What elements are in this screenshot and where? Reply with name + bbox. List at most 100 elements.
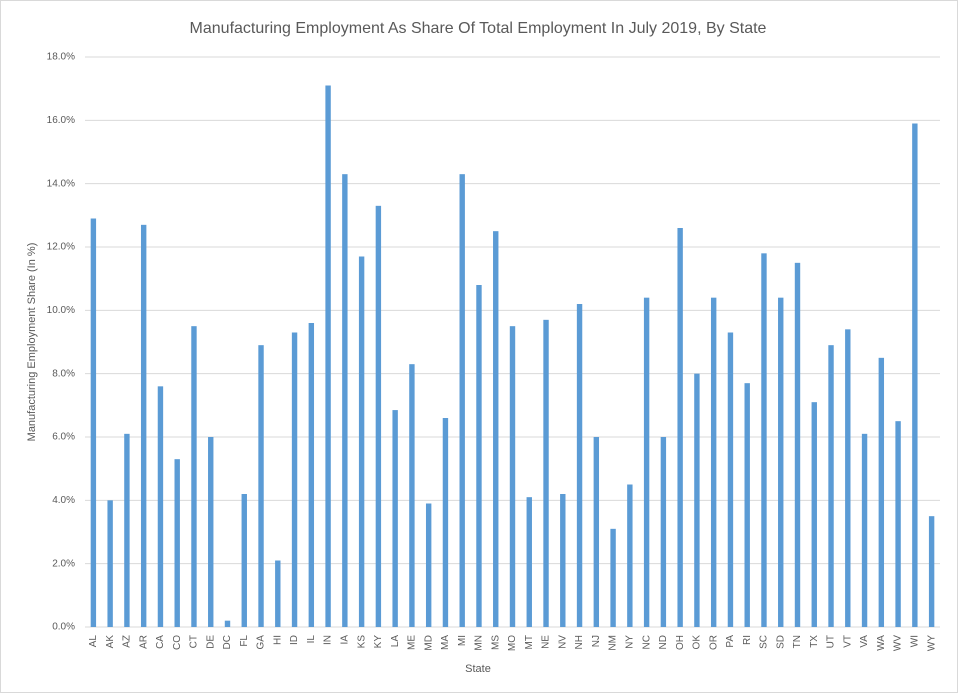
bar [593,437,600,627]
bar [778,297,784,627]
y-tick-label: 2.0% [52,558,75,569]
x-tick-label: KY [373,635,384,649]
x-tick-label: NM [608,635,619,651]
x-tick-label: DC [222,635,233,649]
bar [627,484,633,627]
y-tick-label: 4.0% [52,495,75,506]
x-tick-label: MA [440,635,451,650]
bar [761,253,767,628]
bar [392,410,398,627]
x-tick-label: IN [323,635,334,645]
chart-title: Manufacturing Employment As Share Of Tot… [190,20,767,37]
x-tick-label: OH [675,635,686,650]
bar [610,528,616,627]
x-tick-label: VA [859,635,870,648]
bar [643,297,650,627]
bar [861,433,868,627]
x-tick-label: GA [256,635,267,650]
bar [878,357,885,627]
x-tick-label: RI [742,635,753,645]
x-tick-label: VT [842,635,853,648]
x-tick-label: MO [507,635,518,651]
bar [358,256,365,627]
x-tick-label: NC [641,635,652,649]
y-tick-label: 18.0% [47,52,75,63]
bar [191,326,197,627]
bar [140,224,147,628]
bar [912,123,918,627]
x-tick-label: TX [809,635,820,648]
bar [509,326,516,627]
x-tick-label: AL [88,635,99,648]
bar [794,262,801,627]
bar [710,297,717,627]
bar [342,174,348,627]
x-axis-label: State [465,663,491,675]
x-tick-label: MD [423,635,434,651]
bar [107,500,113,627]
x-tick-label: ID [289,635,300,645]
bar [744,383,750,627]
x-tick-label: MN [474,635,485,651]
bar [677,228,683,627]
bar [476,285,482,627]
x-tick-label: NH [574,635,585,649]
bar [845,329,851,627]
bar [275,560,281,627]
bar [157,386,164,627]
y-tick-label: 0.0% [52,622,75,633]
bar [409,364,415,627]
x-tick-label: TN [792,635,803,648]
x-tick-label: DE [205,635,216,649]
bar [208,437,214,627]
x-tick-label: MT [524,635,535,649]
x-tick-label: SC [759,635,770,649]
x-tick-label: ND [658,635,669,649]
bar [258,345,264,627]
y-axis-label: Manufacturing Employment Share (In %) [26,243,38,442]
x-tick-label: OK [692,635,703,650]
bar [90,218,97,627]
bar [291,332,298,627]
bar [576,304,583,627]
x-tick-label: NE [541,635,552,649]
x-tick-label: HI [272,635,283,645]
x-tick-label: CT [189,635,200,648]
bar [694,373,700,627]
x-tick-label: IL [306,635,317,644]
y-tick-label: 12.0% [47,242,75,253]
x-tick-label: MS [490,635,501,650]
bar [928,516,935,627]
y-tick-label: 16.0% [47,115,75,126]
bar [526,497,532,627]
y-tick-label: 10.0% [47,305,75,316]
x-tick-label: UT [826,635,837,648]
x-tick-label: WA [876,635,887,651]
x-tick-label: WY [926,635,937,651]
bar [660,437,667,627]
bar [442,418,449,627]
x-tick-label: AR [138,635,149,649]
bar [425,503,432,627]
x-tick-label: FL [239,635,250,647]
x-tick-label: CA [155,635,166,649]
x-tick-label: SD [775,635,786,649]
x-tick-label: KS [356,635,367,649]
x-tick-label: PA [725,635,736,648]
bar [174,459,180,627]
bar [811,402,817,627]
bar [543,319,549,627]
bar [325,85,331,627]
bar [727,332,734,627]
x-tick-label: NV [557,635,568,649]
x-tick-label: IA [339,635,350,645]
y-tick-label: 8.0% [52,368,75,379]
bar [241,494,247,627]
x-tick-label: OR [708,635,719,650]
bar [560,494,566,627]
x-tick-label: LA [390,635,401,648]
x-tick-label: CO [172,635,183,650]
x-tick-label: WI [909,635,920,647]
bar [224,620,231,627]
